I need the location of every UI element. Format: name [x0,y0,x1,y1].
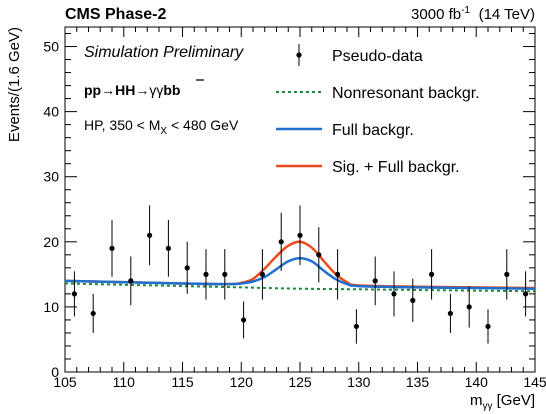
data-point [353,309,359,344]
data-point [259,249,265,300]
legend-entry: Full backgr. [276,122,414,139]
data-marker [259,271,265,277]
data-point [297,205,303,266]
x-tick-label: 105 [53,374,77,390]
data-marker [429,271,435,277]
data-marker [184,265,190,271]
data-point [71,271,77,317]
y-tick-label: 50 [43,39,59,55]
x-axis-label: mγγ [GeV] [470,392,535,412]
x-tick-label: 120 [230,374,254,390]
process-label: pp→HH→γγbb [84,82,180,98]
data-point [109,219,115,277]
data-point [278,212,284,271]
x-tick-label: 135 [406,374,430,390]
data-point [410,278,416,322]
energy-label: (14 TeV) [479,6,535,23]
y-axis-label: Events/(1.6 GeV) [6,27,23,142]
x-tick-label: 115 [171,374,194,390]
data-marker [203,271,209,277]
data-marker [447,310,453,317]
legend-entry: Sig. + Full backgr. [276,159,460,176]
data-marker [391,291,397,297]
data-point [485,309,491,344]
simulation-label: Simulation Preliminary [84,44,244,61]
data-marker [109,245,115,251]
data-marker [466,304,472,310]
data-point [222,249,228,300]
x-tick-label: 140 [465,374,489,390]
data-point [466,286,472,328]
data-marker [353,323,359,330]
legend-label: Sig. + Full backgr. [332,159,460,176]
data-point [372,256,378,306]
data-point [504,249,510,300]
data-point [429,249,435,300]
x-tick-label: 145 [523,374,546,390]
data-marker [297,232,303,238]
data-marker [71,291,77,297]
data-point [184,241,190,294]
legend-entry: Pseudo-data [296,44,423,66]
luminosity-label: 3000 fb-1 [411,5,470,23]
data-marker [128,278,134,284]
data-point [335,249,341,300]
data-marker [90,310,96,317]
experiment-label: CMS Phase-2 [65,6,166,23]
full-background-curve [64,256,536,290]
pseudo-data-points [71,205,529,344]
data-marker [222,271,228,277]
data-marker [316,252,322,258]
data-marker [372,278,378,284]
data-point [523,271,529,317]
legend-label: Pseudo-data [332,48,423,65]
data-point [447,293,453,333]
y-tick-label: 40 [43,104,59,120]
data-point [316,227,322,283]
nonresonant-background-curve [64,282,536,293]
data-marker [335,271,341,277]
legend-marker [296,52,302,58]
data-point [128,256,134,306]
data-point [90,293,96,333]
data-marker [165,245,171,251]
data-point [241,301,247,339]
data-marker [523,291,529,297]
data-point [391,271,397,317]
y-tick-label: 20 [43,234,59,250]
data-marker [485,323,491,330]
plot-frame [64,26,536,373]
data-marker [241,317,247,323]
x-tick-label: 125 [288,374,312,390]
y-tick-label: 10 [43,299,59,315]
data-point [203,249,209,300]
y-tick-label: 0 [51,364,59,380]
data-point [165,219,171,277]
data-marker [410,297,416,303]
data-marker [147,232,153,238]
data-marker [278,239,284,245]
legend-label: Nonresonant backgr. [332,85,480,102]
axis-ticks: 105 110 115 120 125 130 135 140 145 0 10 20 30 40 50 [43,27,546,390]
data-marker [504,271,510,277]
data-point [147,205,153,266]
legend-label: Full backgr. [332,122,414,139]
legend: Pseudo-data Nonresonant backgr. Full backg… [276,44,480,176]
x-tick-label: 110 [113,374,136,390]
y-tick-label: 30 [43,169,59,185]
category-label: HP, 350 < MX < 480 GeV [84,117,239,137]
legend-entry: Nonresonant backgr. [276,85,480,102]
model-curves [64,240,536,293]
x-tick-label: 130 [347,374,371,390]
